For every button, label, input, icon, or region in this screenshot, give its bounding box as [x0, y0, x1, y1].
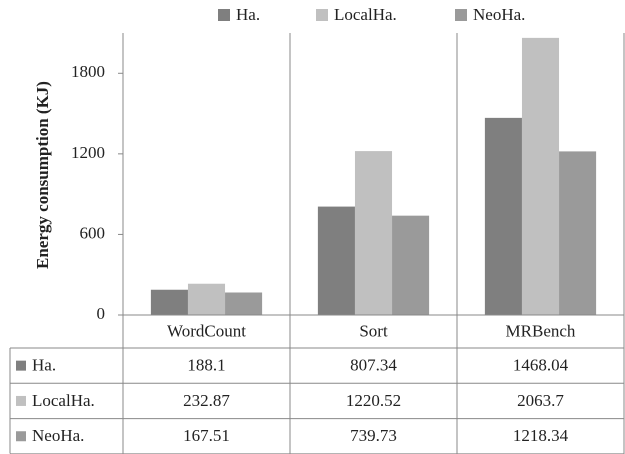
y-tick-label: 0 [97, 304, 106, 323]
legend-label: Ha. [236, 5, 260, 24]
bar [392, 215, 430, 315]
x-tick-label: WordCount [167, 321, 246, 340]
y-tick-label: 1200 [71, 143, 105, 162]
table-cell: 188.1 [187, 356, 225, 375]
table-row-label: NeoHa. [32, 426, 84, 445]
bar [187, 283, 226, 315]
bar [150, 289, 188, 315]
y-tick-label: 1800 [71, 62, 105, 81]
bar [559, 151, 597, 315]
legend-label: NeoHa. [473, 5, 525, 24]
table-cell: 739.73 [350, 426, 397, 445]
y-axis-label: Energy consumption (KJ) [33, 81, 52, 269]
x-tick-label: MRBench [506, 321, 576, 340]
y-tick-label: 600 [80, 223, 106, 242]
table-cell: 2063.7 [517, 391, 564, 410]
legend-key [218, 9, 230, 21]
x-tick-label: Sort [359, 321, 388, 340]
table-cell: 1218.34 [513, 426, 569, 445]
table-cell: 807.34 [350, 356, 397, 375]
table-cell: 167.51 [183, 426, 230, 445]
table-key [16, 431, 26, 442]
bar [225, 292, 263, 315]
table-cell: 1468.04 [513, 356, 569, 375]
legend-label: LocalHa. [334, 5, 397, 24]
table-row-label: LocalHa. [32, 391, 95, 410]
table-row-label: Ha. [32, 356, 56, 375]
bar [354, 151, 393, 315]
table-cell: 1220.52 [346, 391, 401, 410]
table-key [16, 395, 26, 406]
bar [484, 117, 522, 316]
table-cell: 232.87 [183, 391, 230, 410]
table-key [16, 360, 26, 371]
legend-key [455, 9, 467, 21]
bar [317, 206, 355, 315]
bar [521, 37, 560, 315]
legend-key [316, 9, 328, 21]
